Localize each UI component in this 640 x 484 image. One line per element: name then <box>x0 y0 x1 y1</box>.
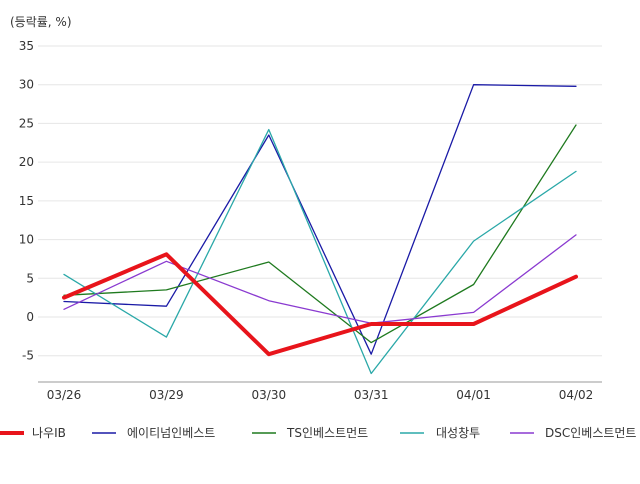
x-tick-label: 03/30 <box>252 388 287 402</box>
series-line-3 <box>63 124 577 344</box>
x-axis-ticks: 03/26 03/29 03/30 03/31 04/01 04/02 <box>47 388 594 402</box>
y-tick-label: 0 <box>26 310 34 324</box>
series-line-4 <box>63 128 577 375</box>
series-lines <box>62 84 578 375</box>
series-line-2 <box>63 84 577 355</box>
legend-label: 대성창투 <box>436 426 480 440</box>
y-tick-label: 35 <box>19 39 34 53</box>
y-axis-ticks: -5 0 5 10 15 20 25 30 35 <box>19 39 34 363</box>
legend-label: 에이티넘인베스트 <box>127 426 215 440</box>
legend-label: DSC인베스트먼트 <box>545 426 636 440</box>
legend: 나우IB 에이티넘인베스트 TS인베스트먼트 대성창투 DSC인베스트먼트 <box>0 426 636 440</box>
y-tick-label: 30 <box>19 78 34 92</box>
legend-label: 나우IB <box>32 426 66 440</box>
gridlines <box>38 45 602 357</box>
x-tick-label: 04/01 <box>456 388 491 402</box>
y-tick-label: 25 <box>19 116 34 130</box>
x-tick-label: 03/29 <box>149 388 184 402</box>
series-line-1 <box>62 252 578 357</box>
y-tick-label: 10 <box>19 233 34 247</box>
y-tick-label: -5 <box>22 349 34 363</box>
y-tick-label: 20 <box>19 155 34 169</box>
x-tick-label: 03/26 <box>47 388 82 402</box>
x-tick-label: 03/31 <box>354 388 389 402</box>
y-tick-label: 5 <box>26 271 34 285</box>
y-tick-label: 15 <box>19 194 34 208</box>
legend-label: TS인베스트먼트 <box>286 426 368 440</box>
series-line-5 <box>63 234 577 324</box>
x-tick-label: 04/02 <box>559 388 594 402</box>
y-unit-label: (등락률, %) <box>10 15 72 29</box>
